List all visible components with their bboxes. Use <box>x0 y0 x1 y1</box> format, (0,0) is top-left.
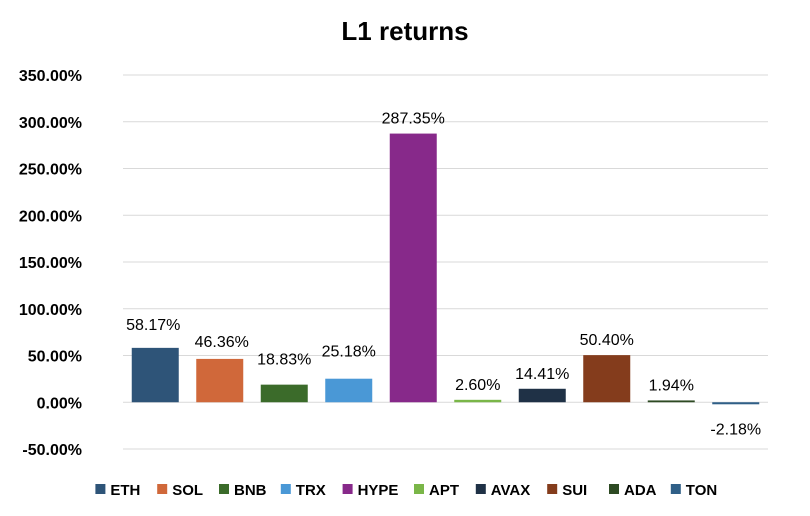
legend-swatch <box>547 484 558 494</box>
data-label-ton: -2.18% <box>710 421 761 438</box>
legend-swatch <box>280 484 291 494</box>
bar-avax <box>518 388 566 403</box>
bar-trx <box>325 378 373 403</box>
legend-swatch <box>475 484 486 494</box>
y-axis-ticks: -50.00% 0.00% 50.00% 100.00% 150.00% 200.00% 2… <box>19 68 82 459</box>
bars <box>131 133 760 405</box>
legend-label: AVAX <box>491 482 530 499</box>
y-tick-label: -50.00% <box>22 442 82 459</box>
legend-item-avax: AVAX <box>475 482 530 499</box>
data-label-sol: 46.36% <box>195 334 249 351</box>
legend-item-sui: SUI <box>547 482 587 499</box>
y-tick-label: 250.00% <box>19 162 82 179</box>
data-label-hype: 287.35% <box>382 111 445 128</box>
legend-item-ada: ADA <box>609 482 657 499</box>
y-tick-label: 300.00% <box>19 115 82 132</box>
legend-swatch <box>342 484 353 494</box>
legend-label: BNB <box>234 482 267 499</box>
legend-swatch <box>670 484 681 494</box>
bar-bnb <box>260 384 308 403</box>
bar-sol <box>196 358 244 403</box>
data-label-avax: 14.41% <box>515 366 569 383</box>
bar-sui <box>583 355 631 403</box>
bar-hype <box>389 133 437 403</box>
legend-item-hype: HYPE <box>342 482 399 499</box>
y-tick-label: 150.00% <box>19 255 82 272</box>
y-tick-label: 200.00% <box>19 208 82 225</box>
legend-label: HYPE <box>358 482 399 499</box>
bar-ada <box>647 400 695 403</box>
legend-item-bnb: BNB <box>219 482 267 499</box>
chart-title: L1 returns <box>341 16 468 46</box>
data-label-apt: 2.60% <box>455 377 500 394</box>
legend-swatch <box>95 484 106 494</box>
y-tick-label: 100.00% <box>19 302 82 319</box>
legend-swatch <box>609 484 619 494</box>
legend-label: SUI <box>562 482 587 499</box>
legend-item-eth: ETH <box>95 482 140 499</box>
legend-label: SOL <box>172 482 203 499</box>
data-label-eth: 58.17% <box>126 317 180 334</box>
legend-label: ADA <box>624 482 657 499</box>
y-tick-label: 0.00% <box>37 395 82 412</box>
legend-swatch <box>219 484 229 494</box>
y-tick-label: 350.00% <box>19 68 82 85</box>
bar-apt <box>454 399 502 403</box>
legend-label: APT <box>429 482 459 499</box>
data-label-ada: 1.94% <box>649 377 694 394</box>
legend: ETH SOL BNB TRX HYPE APT AVAX SUI ADA TON <box>95 482 717 499</box>
legend-item-apt: APT <box>414 482 459 499</box>
data-labels: 58.17% 46.36% 18.83% 25.18% 287.35% 2.60% 14.4… <box>126 111 761 439</box>
data-label-sui: 50.40% <box>580 332 634 349</box>
legend-label: ETH <box>110 482 140 499</box>
legend-label: TON <box>686 482 717 499</box>
data-label-trx: 25.18% <box>322 344 376 361</box>
bar-eth <box>131 347 179 403</box>
data-label-bnb: 18.83% <box>257 352 311 369</box>
legend-swatch <box>414 484 424 494</box>
legend-item-sol: SOL <box>157 482 203 499</box>
legend-swatch <box>157 484 168 494</box>
y-tick-label: 50.00% <box>28 349 82 366</box>
legend-item-trx: TRX <box>280 482 326 499</box>
legend-item-ton: TON <box>670 482 717 499</box>
bar-ton <box>712 402 760 405</box>
legend-label: TRX <box>296 482 326 499</box>
